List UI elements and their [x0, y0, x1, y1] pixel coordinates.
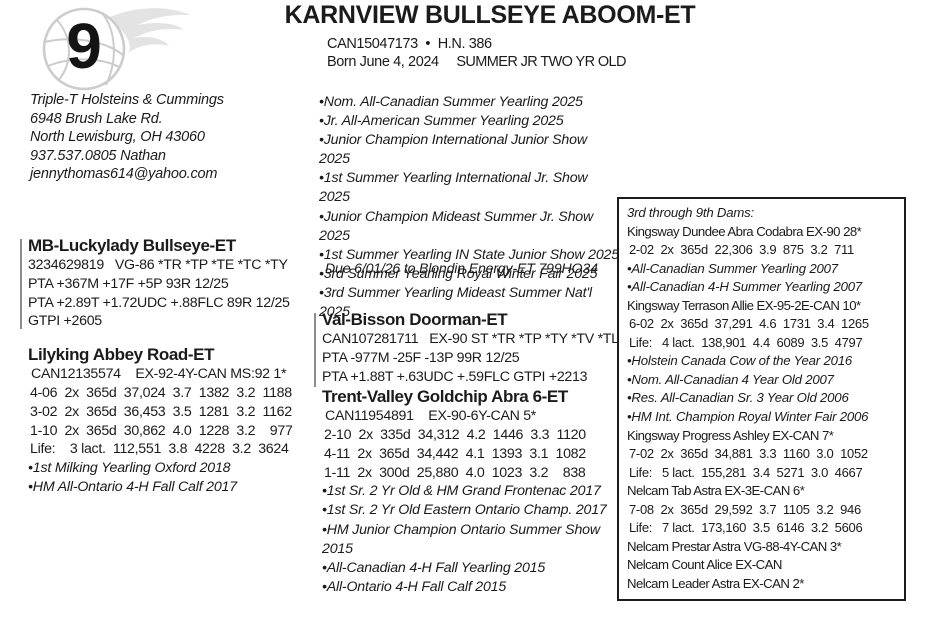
grandsire-data: CAN107281711 EX-90 ST *TR *TP *TY *TV *T… — [322, 330, 622, 386]
granddam-block: Trent-Valley Goldchip Abra 6-ET CAN11954… — [322, 387, 622, 597]
consignor-phone: 937.537.0805 Nathan — [30, 147, 166, 164]
maternal-line-entry: 6-02 2x 365d 37,291 4.6 1731 3.4 1265 — [629, 316, 869, 332]
dam-lactation-record: Life: 3 lact. 112,551 3.8 4228 3.2 3624 — [30, 441, 289, 458]
maternal-line-entry: Kingsway Dundee Abra Codabra EX-90 28* — [627, 223, 862, 239]
sire-data-line: PTA +367M +17F +5P 93R 12/25 — [28, 275, 229, 292]
sire-name: MB-Luckylady Bullseye-ET — [28, 236, 236, 255]
birth-line: Born June 4, 2024 SUMMER JR TWO YR OLD — [327, 54, 627, 70]
dam-lactation-record: 1-10 2x 365d 30,862 4.0 1228 3.2 977 — [30, 422, 293, 439]
lot-number: 9 — [66, 10, 102, 82]
maternal-line-entry: Nelcam Tab Astra EX-3E-CAN 6* — [627, 483, 805, 499]
dam-award-line: •1st Milking Yearling Oxford 2018 — [28, 460, 231, 477]
maternal-line-entry: •Res. All-Canadian Sr. 3 Year Old 2006 — [627, 390, 849, 406]
maternal-line-entry: •Nom. All-Canadian 4 Year Old 2007 — [627, 371, 834, 387]
lot-award-line: •Nom. All-Canadian Summer Yearling 2025 — [319, 94, 583, 110]
consignor-email: jennythomas614@yahoo.com — [30, 166, 218, 183]
consignor-name: Triple-T Holsteins & Cummings — [30, 92, 224, 108]
granddam-name: Trent-Valley Goldchip Abra 6-ET — [322, 387, 568, 406]
lot-award-line: •1st Summer Yearling International Jr. S… — [319, 170, 588, 206]
dam-name: Lilyking Abbey Road-ET — [28, 345, 215, 364]
maternal-line-entry: Life: 5 lact. 155,281 3.4 5271 3.0 4667 — [629, 464, 863, 480]
maternal-line-entry: Kingsway Progress Ashley EX-CAN 7* — [627, 427, 834, 443]
maternal-line-entry: Kingsway Terrason Allie EX-95-2E-CAN 10* — [627, 297, 861, 313]
maternal-line-entry: 7-08 2x 365d 29,592 3.7 1105 3.2 946 — [629, 501, 861, 517]
grandsire-name: Val-Bisson Doorman-ET — [322, 310, 508, 329]
herd-number: H.N. 386 — [437, 36, 492, 52]
maternal-line-entry: 7-02 2x 365d 34,881 3.3 1160 3.0 1052 — [629, 446, 868, 462]
sire-data: 3234629819 VG-86 *TR *TP *TE *TC *TY PTA … — [28, 256, 308, 331]
sire-data-line: GTPI +2605 — [28, 313, 102, 330]
consignor-block: Triple-T Holsteins & Cummings 6948 Brush… — [30, 91, 224, 184]
lot-award-line: •Junior Champion Mideast Summer Jr. Show… — [319, 208, 593, 244]
pedigree-rule — [20, 239, 22, 329]
maternal-line-entry: Nelcam Leader Astra EX-CAN 2* — [627, 575, 804, 591]
dam-lactation-record: 3-02 2x 365d 36,453 3.5 1281 3.2 1162 — [30, 403, 292, 420]
granddam-lactation-record: 4-11 2x 365d 34,442 4.1 1393 3.1 1082 — [324, 445, 586, 462]
maternal-line-entries: Kingsway Dundee Abra Codabra EX-90 28* 2-… — [627, 223, 897, 594]
granddam-lactation-record: 1-11 2x 300d 25,880 4.0 1023 3.2 838 — [324, 464, 586, 481]
dam-records: 4-06 2x 365d 37,024 3.7 1382 3.2 1188 3-0… — [28, 384, 313, 459]
consignor-address1: 6948 Brush Lake Rd. — [30, 110, 163, 127]
animal-name-title: KARNVIEW BULLSEYE ABOOM-ET — [284, 1, 696, 29]
grandsire-block: Val-Bisson Doorman-ET CAN107281711 EX-90… — [322, 310, 622, 386]
grandsire-data-line: PTA +1.88T +.63UDC +.59FLC GTPI +2213 — [322, 368, 588, 385]
maternal-line-box: 3rd through 9th Dams: Kingsway Dundee Ab… — [617, 197, 906, 601]
maternal-line-entry: •All-Canadian Summer Yearling 2007 — [627, 260, 838, 276]
maternal-line-entry: •All-Canadian 4-H Summer Yearling 2007 — [627, 279, 863, 295]
sire-block: MB-Luckylady Bullseye-ET 3234629819 VG-8… — [28, 236, 308, 331]
maternal-line-entry: 2-02 2x 365d 22,306 3.9 875 3.2 711 — [629, 242, 854, 258]
granddam-awards: •1st Sr. 2 Yr Old & HM Grand Frontenac 2… — [322, 482, 622, 597]
lot-award-line: •Jr. All-American Summer Yearling 2025 — [319, 113, 564, 130]
sire-data-line: 3234629819 VG-86 *TR *TP *TE *TC *TY — [28, 257, 288, 273]
dam-block: Lilyking Abbey Road-ET CAN12135574 EX-92… — [28, 345, 313, 497]
lot-logo: 9 — [28, 2, 198, 96]
dam-lactation-record: 4-06 2x 365d 37,024 3.7 1382 3.2 1188 — [30, 385, 292, 401]
registration-line: CAN15047173 • H.N. 386 — [327, 36, 496, 52]
granddam-records: 2-10 2x 335d 34,312 4.2 1446 3.3 1120 4-1… — [322, 426, 622, 482]
maternal-line-entry: Nelcam Prestar Astra VG-88-4Y-CAN 3* — [627, 538, 842, 554]
dam-awards: •1st Milking Yearling Oxford 2018 •HM All… — [28, 459, 313, 497]
pedigree-rule — [314, 313, 316, 387]
granddam-lactation-record: 2-10 2x 335d 34,312 4.2 1446 3.3 1120 — [324, 427, 586, 443]
maternal-line-entry: •HM Int. Champion Royal Winter Fair 2006 — [627, 409, 869, 425]
lot-award-line: •1st Summer Yearling IN State Junior Sho… — [319, 246, 619, 263]
granddam-award-line: •HM Junior Champion Ontario Summer Show … — [322, 521, 600, 557]
dam-id-line: CAN12135574 EX-92-4Y-CAN MS:92 1* — [31, 366, 287, 382]
granddam-award-line: •All-Ontario 4-H Fall Calf 2015 — [322, 578, 507, 595]
sire-data-line: PTA +2.89T +1.72UDC +.88FLC 89R 12/25 — [28, 294, 290, 311]
maternal-line-heading: 3rd through 9th Dams: — [627, 205, 755, 220]
bullet-separator: • — [425, 36, 431, 52]
basketball-flames-icon — [42, 7, 191, 91]
grandsire-data-line: PTA -977M -25F -13P 99R 12/25 — [322, 349, 520, 366]
lot-awards-block: •Nom. All-Canadian Summer Yearling 2025 •… — [319, 93, 619, 322]
granddam-award-line: •1st Sr. 2 Yr Old & HM Grand Frontenac 2… — [322, 483, 601, 500]
age-class: SUMMER JR TWO YR OLD — [456, 54, 626, 70]
granddam-award-line: •All-Canadian 4-H Fall Yearling 2015 — [322, 559, 546, 576]
due-line: Due 6/01/26 to Blondin Energy-ET 799HO34 — [325, 261, 598, 277]
maternal-line-entry: Life: 4 lact. 138,901 4.4 6089 3.5 4797 — [629, 334, 863, 350]
registration-number: CAN15047173 — [327, 36, 418, 52]
lot-award-line: •3rd Summer Yearling Mideast Summer Nat'… — [319, 284, 592, 321]
maternal-line-entry: Life: 7 lact. 173,160 3.5 6146 3.2 5606 — [629, 520, 863, 536]
lot-awards: •Nom. All-Canadian Summer Yearling 2025 •… — [319, 93, 619, 322]
birth-date: Born June 4, 2024 — [327, 54, 439, 70]
granddam-award-line: •1st Sr. 2 Yr Old Eastern Ontario Champ.… — [322, 502, 607, 519]
maternal-line-entry: Nelcam Count Alice EX-CAN — [627, 557, 782, 573]
maternal-line-entry: •Holstein Canada Cow of the Year 2016 — [627, 353, 852, 369]
grandsire-data-line: CAN107281711 EX-90 ST *TR *TP *TY *TV *T… — [322, 331, 619, 347]
granddam-id-line: CAN11954891 EX-90-6Y-CAN 5* — [325, 408, 537, 424]
dam-award-line: •HM All-Ontario 4-H Fall Calf 2017 — [28, 479, 237, 496]
lot-award-line: •3rd Summer Yearling Royal Winter Fair 2… — [319, 265, 598, 282]
lot-award-line: •Junior Champion International Junior Sh… — [319, 132, 587, 168]
consignor-address2: North Lewisburg, OH 43060 — [30, 129, 205, 146]
